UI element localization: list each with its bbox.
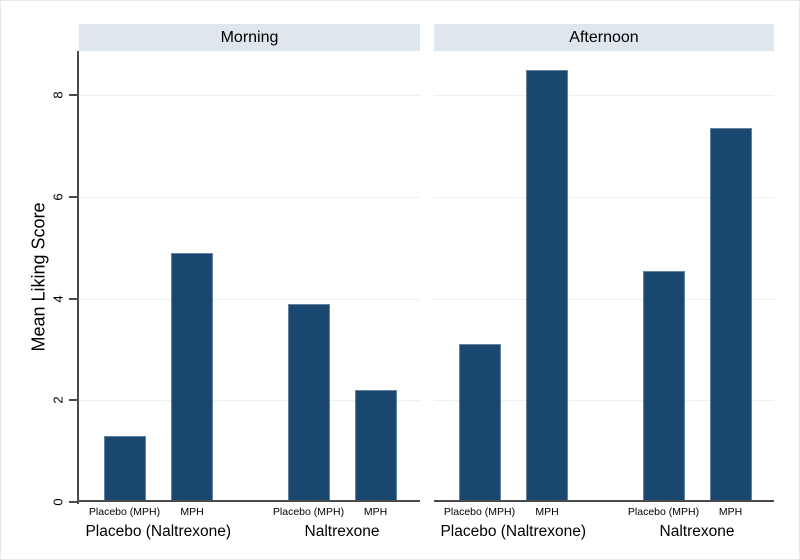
group-label: Naltrexone xyxy=(659,523,735,540)
bar-morning-1-1 xyxy=(354,390,397,502)
bar-afternoon-0-0 xyxy=(458,344,501,502)
y-tick-label-text: 2 xyxy=(50,396,66,404)
bar-tick-label: MPH xyxy=(363,506,388,518)
bar-tick-label: Placebo (MPH) xyxy=(272,506,345,518)
y-tick-label-text: 8 xyxy=(50,91,66,99)
bar-afternoon-1-0 xyxy=(642,271,685,502)
group-label: Placebo (Naltrexone) xyxy=(440,523,587,540)
y-tick-mark-8 xyxy=(69,94,77,96)
bar-morning-0-1 xyxy=(171,253,213,502)
bar-morning-0-0 xyxy=(103,436,146,502)
bar-tick-label: MPH xyxy=(535,506,559,518)
y-tick-label-text: 0 xyxy=(50,498,66,506)
x-axis-line xyxy=(79,500,420,502)
y-axis-line xyxy=(77,51,79,504)
y-tick-label-text: 6 xyxy=(50,193,66,201)
y-tick-label-text: 4 xyxy=(50,294,66,303)
bar-morning-1-0 xyxy=(287,304,330,502)
gridline-2 xyxy=(434,400,774,402)
y-tick-mark-4 xyxy=(69,297,77,300)
gridline-4 xyxy=(79,298,420,300)
y-tick-mark-0 xyxy=(69,501,77,503)
bar-tick-label: Placebo (MPH) xyxy=(443,506,516,518)
gridline-6 xyxy=(79,196,420,198)
gridline-2 xyxy=(79,400,420,402)
bar-tick-label: MPH xyxy=(718,506,743,518)
bar-tick-label: Placebo (MPH) xyxy=(88,506,161,518)
y-tick-mark-2 xyxy=(69,399,77,402)
gridline-4 xyxy=(434,298,774,300)
plot-area-morning xyxy=(79,51,420,502)
gridline-6 xyxy=(434,196,774,198)
y-axis-title-text: Mean Liking Score xyxy=(28,202,49,352)
bar-tick-label: Placebo (MPH) xyxy=(627,506,700,518)
gridline-8 xyxy=(79,95,420,96)
gridline-8 xyxy=(434,95,774,96)
panel-header-afternoon: Afternoon xyxy=(434,24,774,51)
x-axis-line xyxy=(434,500,774,502)
panel-header-morning: Morning xyxy=(79,24,420,51)
plot-area-afternoon xyxy=(434,51,774,502)
bar-afternoon-1-1 xyxy=(709,128,752,502)
y-tick-mark-6 xyxy=(69,195,77,198)
group-label: Placebo (Naltrexone) xyxy=(85,523,232,540)
group-label: Naltrexone xyxy=(304,523,380,540)
bar-tick-label: MPH xyxy=(180,506,204,518)
bar-afternoon-0-1 xyxy=(526,70,568,502)
